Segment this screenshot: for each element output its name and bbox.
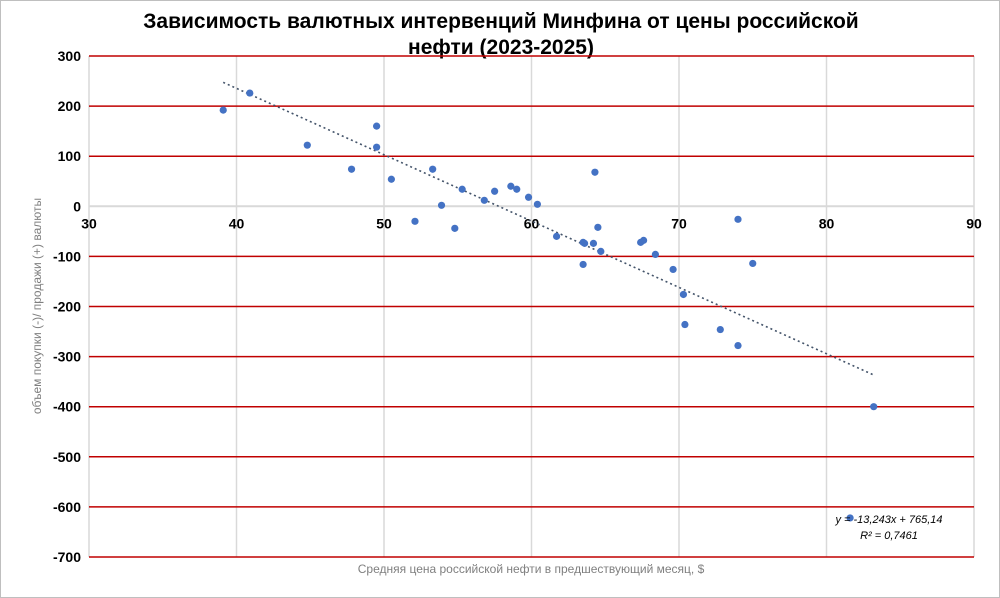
data-point [458, 185, 466, 193]
data-point [749, 259, 757, 268]
data-point [846, 514, 854, 522]
data-point [246, 89, 254, 97]
x-axis-label: Средняя цена российской нефти в предшест… [358, 562, 705, 576]
x-tick-label: 60 [524, 215, 540, 231]
data-point [347, 165, 356, 173]
data-point [411, 217, 419, 225]
data-point [451, 224, 459, 232]
data-point [303, 141, 311, 149]
data-point [513, 185, 521, 193]
trendline-r2: R² = 0,7461 [860, 530, 918, 542]
trendline-equation: y = -13,243x + 765,14 [834, 514, 942, 526]
data-point [491, 187, 499, 195]
data-point [581, 239, 589, 247]
data-point [679, 290, 688, 299]
data-point [591, 168, 599, 176]
data-point [734, 341, 742, 350]
y-tick-label: 200 [58, 98, 82, 114]
data-point [589, 239, 598, 247]
x-tick-label: 40 [229, 215, 245, 231]
data-point [597, 247, 605, 255]
data-point [373, 143, 381, 151]
data-point [870, 403, 878, 411]
x-tick-label: 50 [376, 215, 392, 231]
data-point [681, 320, 689, 329]
chart-title-line-2: нефти (2023-2025) [408, 36, 594, 59]
data-point [734, 215, 742, 223]
data-point [373, 122, 381, 130]
x-tick-label: 90 [966, 215, 982, 231]
y-tick-label: 100 [58, 148, 82, 164]
data-point [594, 223, 602, 231]
data-point [219, 106, 227, 114]
y-axis-label: объем покупки (-)/ продажи (+) валюты [30, 198, 44, 414]
data-point [480, 196, 488, 204]
data-point [651, 250, 660, 258]
data-point [387, 175, 395, 183]
x-tick-label: 30 [81, 215, 97, 231]
y-tick-label: 300 [58, 48, 82, 64]
data-point [429, 165, 437, 173]
y-tick-label: -100 [53, 248, 81, 264]
y-tick-label: -500 [53, 449, 81, 465]
data-point [533, 200, 542, 208]
y-tick-label: -300 [53, 349, 81, 365]
y-tick-label: -400 [53, 399, 81, 415]
y-tick-label: -600 [53, 499, 81, 515]
y-tick-label: -200 [53, 299, 81, 315]
x-tick-label: 80 [819, 215, 835, 231]
data-point [552, 232, 561, 240]
trendline [222, 81, 875, 376]
data-point [640, 236, 648, 244]
data-point [437, 201, 446, 209]
chart-title-line-1: Зависимость валютных интервенций Минфина… [143, 10, 859, 33]
y-tick-label: 0 [73, 198, 81, 214]
data-point [716, 325, 724, 334]
y-tick-label: -700 [53, 549, 81, 565]
data-point [507, 182, 515, 190]
x-tick-label: 70 [671, 215, 687, 231]
chart-title: Зависимость валютных интервенций Минфина… [1, 9, 999, 61]
data-point [524, 193, 533, 201]
data-point [669, 265, 677, 274]
data-point [579, 260, 587, 269]
